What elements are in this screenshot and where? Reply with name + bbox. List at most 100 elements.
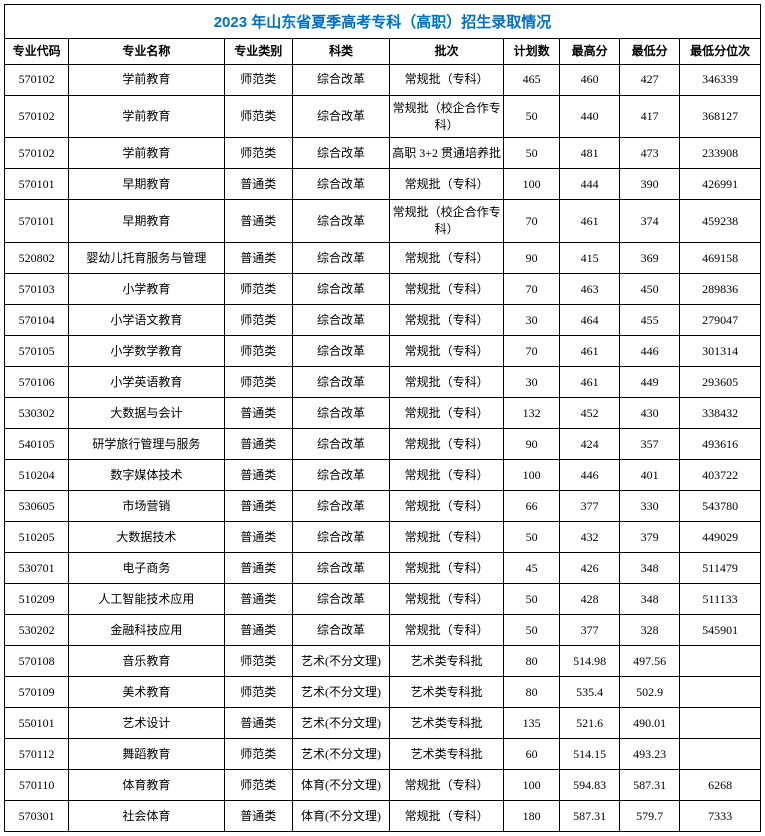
cell: 50	[504, 521, 560, 552]
cell: 426	[560, 552, 620, 583]
cell: 综合改革	[292, 614, 389, 645]
table-row: 520802婴幼儿托育服务与管理普通类综合改革常规批（专科）9041536946…	[5, 242, 761, 273]
table-row: 530701电子商务普通类综合改革常规批（专科）45426348511479	[5, 552, 761, 583]
cell: 510209	[5, 583, 69, 614]
table-row: 530605市场营销普通类综合改革常规批（专科）66377330543780	[5, 490, 761, 521]
cell: 328	[620, 614, 680, 645]
table-row: 570110体育教育师范类体育(不分文理)常规批（专科）100594.83587…	[5, 769, 761, 800]
cell: 377	[560, 490, 620, 521]
cell: 570110	[5, 769, 69, 800]
cell: 449029	[680, 521, 761, 552]
cell: 579.7	[620, 800, 680, 831]
col-sub: 科类	[292, 39, 389, 65]
cell: 330	[620, 490, 680, 521]
cell: 530701	[5, 552, 69, 583]
cell: 师范类	[224, 304, 292, 335]
cell: 学前教育	[69, 95, 224, 138]
cell: 常规批（专科）	[390, 273, 504, 304]
table-row: 510204数字媒体技术普通类综合改革常规批（专科）10044640140372…	[5, 459, 761, 490]
cell: 师范类	[224, 335, 292, 366]
cell: 511133	[680, 583, 761, 614]
cell: 艺术类专科批	[390, 738, 504, 769]
cell: 570112	[5, 738, 69, 769]
cell: 综合改革	[292, 304, 389, 335]
cell: 403722	[680, 459, 761, 490]
cell: 100	[504, 169, 560, 200]
cell: 普通类	[224, 583, 292, 614]
cell: 普通类	[224, 521, 292, 552]
cell: 早期教育	[69, 200, 224, 243]
cell: 高职 3+2 贯通培养批	[390, 138, 504, 169]
cell: 100	[504, 769, 560, 800]
cell: 体育(不分文理)	[292, 800, 389, 831]
cell: 常规批（专科）	[390, 397, 504, 428]
cell: 师范类	[224, 138, 292, 169]
cell: 常规批（专科）	[390, 552, 504, 583]
cell: 50	[504, 614, 560, 645]
cell: 人工智能技术应用	[69, 583, 224, 614]
cell: 390	[620, 169, 680, 200]
cell: 婴幼儿托育服务与管理	[69, 242, 224, 273]
cell: 常规批（校企合作专科）	[390, 200, 504, 243]
cell: 艺术(不分文理)	[292, 645, 389, 676]
cell: 早期教育	[69, 169, 224, 200]
cell	[680, 738, 761, 769]
cell: 学前教育	[69, 138, 224, 169]
cell: 普通类	[224, 552, 292, 583]
cell: 大数据与会计	[69, 397, 224, 428]
cell: 师范类	[224, 95, 292, 138]
cell: 135	[504, 707, 560, 738]
cell: 综合改革	[292, 138, 389, 169]
cell: 450	[620, 273, 680, 304]
cell: 30	[504, 304, 560, 335]
cell: 研学旅行管理与服务	[69, 428, 224, 459]
cell: 常规批（专科）	[390, 242, 504, 273]
cell: 小学语文教育	[69, 304, 224, 335]
cell: 415	[560, 242, 620, 273]
table-row: 570105小学数学教育师范类综合改革常规批（专科）70461446301314	[5, 335, 761, 366]
cell: 师范类	[224, 738, 292, 769]
col-cat: 专业类别	[224, 39, 292, 65]
cell: 455	[620, 304, 680, 335]
cell: 美术教育	[69, 676, 224, 707]
cell: 417	[620, 95, 680, 138]
table-row: 570103小学教育师范类综合改革常规批（专科）70463450289836	[5, 273, 761, 304]
table-row: 570109美术教育师范类艺术(不分文理)艺术类专科批80535.4502.9	[5, 676, 761, 707]
table-row: 510209人工智能技术应用普通类综合改革常规批（专科）504283485111…	[5, 583, 761, 614]
table-row: 510205大数据技术普通类综合改革常规批（专科）50432379449029	[5, 521, 761, 552]
cell: 570301	[5, 800, 69, 831]
table-row: 570102学前教育师范类综合改革常规批（校企合作专科）504404173681…	[5, 95, 761, 138]
table-row: 570102学前教育师范类综合改革常规批（专科）465460427346339	[5, 64, 761, 95]
cell: 综合改革	[292, 273, 389, 304]
cell: 艺术设计	[69, 707, 224, 738]
cell: 430	[620, 397, 680, 428]
admission-table: 专业代码 专业名称 专业类别 科类 批次 计划数 最高分 最低分 最低分位次 5…	[4, 38, 761, 832]
cell: 综合改革	[292, 459, 389, 490]
cell: 570101	[5, 200, 69, 243]
cell: 综合改革	[292, 521, 389, 552]
col-min: 最低分	[620, 39, 680, 65]
col-rank: 最低分位次	[680, 39, 761, 65]
cell: 数字媒体技术	[69, 459, 224, 490]
cell: 音乐教育	[69, 645, 224, 676]
cell: 艺术(不分文理)	[292, 676, 389, 707]
cell: 369	[620, 242, 680, 273]
cell: 体育教育	[69, 769, 224, 800]
cell: 舞蹈教育	[69, 738, 224, 769]
cell: 综合改革	[292, 552, 389, 583]
cell: 540105	[5, 428, 69, 459]
cell: 综合改革	[292, 200, 389, 243]
cell: 普通类	[224, 169, 292, 200]
cell: 普通类	[224, 200, 292, 243]
cell: 570102	[5, 64, 69, 95]
cell: 市场营销	[69, 490, 224, 521]
cell	[680, 707, 761, 738]
table-row: 570104小学语文教育师范类综合改革常规批（专科）30464455279047	[5, 304, 761, 335]
cell: 452	[560, 397, 620, 428]
cell: 社会体育	[69, 800, 224, 831]
cell: 570102	[5, 95, 69, 138]
cell: 综合改革	[292, 64, 389, 95]
cell: 90	[504, 428, 560, 459]
cell: 6268	[680, 769, 761, 800]
cell: 440	[560, 95, 620, 138]
